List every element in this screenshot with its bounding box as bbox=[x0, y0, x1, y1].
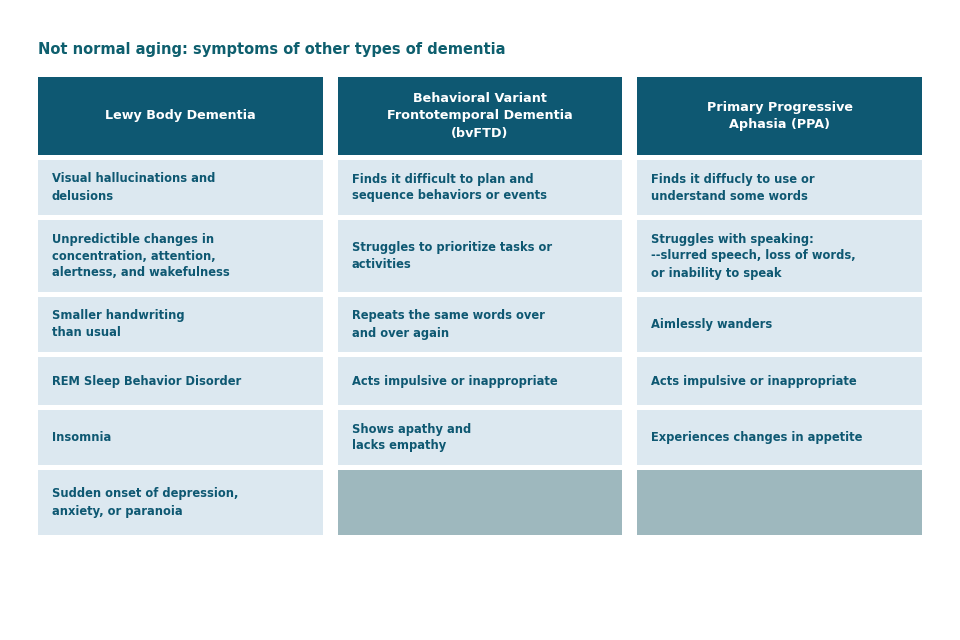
Text: Repeats the same words over
and over again: Repeats the same words over and over aga… bbox=[351, 310, 544, 339]
FancyBboxPatch shape bbox=[338, 220, 622, 292]
FancyBboxPatch shape bbox=[38, 410, 323, 465]
FancyBboxPatch shape bbox=[338, 160, 622, 215]
FancyBboxPatch shape bbox=[38, 357, 323, 405]
Text: Sudden onset of depression,
anxiety, or paranoia: Sudden onset of depression, anxiety, or … bbox=[52, 488, 238, 518]
FancyBboxPatch shape bbox=[637, 410, 922, 465]
FancyBboxPatch shape bbox=[637, 160, 922, 215]
Text: Lewy Body Dementia: Lewy Body Dementia bbox=[105, 109, 255, 122]
FancyBboxPatch shape bbox=[338, 297, 622, 352]
Text: Behavioral Variant
Frontotemporal Dementia
(bvFTD): Behavioral Variant Frontotemporal Dement… bbox=[387, 93, 573, 140]
Text: Insomnia: Insomnia bbox=[52, 431, 111, 444]
Text: REM Sleep Behavior Disorder: REM Sleep Behavior Disorder bbox=[52, 374, 241, 387]
FancyBboxPatch shape bbox=[637, 470, 922, 535]
FancyBboxPatch shape bbox=[38, 77, 323, 155]
Text: Experiences changes in appetite: Experiences changes in appetite bbox=[651, 431, 863, 444]
Text: Primary Progressive
Aphasia (PPA): Primary Progressive Aphasia (PPA) bbox=[707, 101, 852, 131]
FancyBboxPatch shape bbox=[637, 297, 922, 352]
FancyBboxPatch shape bbox=[637, 77, 922, 155]
Text: Smaller handwriting
than usual: Smaller handwriting than usual bbox=[52, 310, 184, 339]
FancyBboxPatch shape bbox=[637, 357, 922, 405]
FancyBboxPatch shape bbox=[338, 357, 622, 405]
FancyBboxPatch shape bbox=[38, 297, 323, 352]
FancyBboxPatch shape bbox=[38, 160, 323, 215]
Text: Struggles with speaking:
--slurred speech, loss of words,
or inability to speak: Struggles with speaking: --slurred speec… bbox=[651, 232, 856, 280]
Text: Aimlessly wanders: Aimlessly wanders bbox=[651, 318, 773, 331]
Text: Visual hallucinations and
delusions: Visual hallucinations and delusions bbox=[52, 173, 215, 202]
FancyBboxPatch shape bbox=[38, 470, 323, 535]
Text: Unpredictible changes in
concentration, attention,
alertness, and wakefulness: Unpredictible changes in concentration, … bbox=[52, 232, 229, 280]
FancyBboxPatch shape bbox=[338, 470, 622, 535]
Text: Finds it diffucly to use or
understand some words: Finds it diffucly to use or understand s… bbox=[651, 173, 815, 202]
FancyBboxPatch shape bbox=[38, 220, 323, 292]
Text: Finds it difficult to plan and
sequence behaviors or events: Finds it difficult to plan and sequence … bbox=[351, 173, 546, 202]
Text: Shows apathy and
lacks empathy: Shows apathy and lacks empathy bbox=[351, 422, 471, 452]
Text: Not normal aging: symptoms of other types of dementia: Not normal aging: symptoms of other type… bbox=[38, 42, 506, 57]
FancyBboxPatch shape bbox=[637, 220, 922, 292]
FancyBboxPatch shape bbox=[338, 410, 622, 465]
Text: Struggles to prioritize tasks or
activities: Struggles to prioritize tasks or activit… bbox=[351, 241, 552, 271]
FancyBboxPatch shape bbox=[338, 77, 622, 155]
Text: Acts impulsive or inappropriate: Acts impulsive or inappropriate bbox=[351, 374, 558, 387]
Text: Acts impulsive or inappropriate: Acts impulsive or inappropriate bbox=[651, 374, 857, 387]
